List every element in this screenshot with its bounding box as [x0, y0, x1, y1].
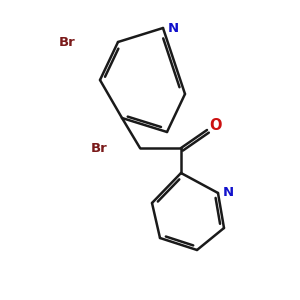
Text: O: O: [209, 118, 221, 134]
Text: Br: Br: [58, 35, 75, 49]
Text: N: N: [223, 187, 234, 200]
Text: N: N: [168, 22, 179, 34]
Text: Br: Br: [90, 142, 107, 154]
